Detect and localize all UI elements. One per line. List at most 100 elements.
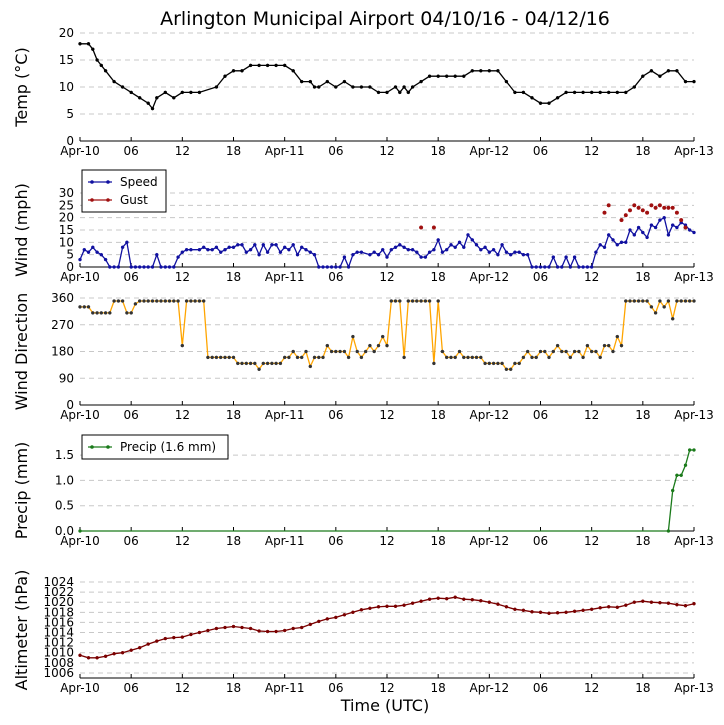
wind-data-point [214,245,219,250]
alt-data-point [325,617,330,621]
wind-data-point [462,245,466,250]
alt-data-point [589,607,594,612]
dir-data-point [619,343,624,348]
wind-data-point [167,265,172,269]
wind-data-point [627,208,633,213]
dir-data-point [483,361,487,366]
dir-data-point [129,311,133,315]
dir-data-point [572,349,577,354]
dir-data-point [398,299,402,303]
temp-data-point [308,79,313,84]
dir-data-point [112,299,116,303]
wind-data-point [449,243,453,247]
dir-data-point [189,299,193,303]
dir-data-point [487,361,492,366]
alt-data-point [538,610,543,615]
alt-data-point [402,603,406,607]
dir-data-point [163,299,168,303]
alt-y-tick-label: 1018 [43,605,74,619]
dir-data-point [321,355,325,360]
temp-data-point [248,63,253,68]
alt-y-tick-label: 1020 [43,595,74,609]
wind-data-point [692,230,696,235]
temp-data-point [265,63,270,68]
dir-data-point [108,311,112,315]
alt-data-point [265,629,270,634]
precip-x-tick-label: 18 [635,534,650,548]
alt-data-point [180,635,185,639]
wind-data-point [427,250,432,254]
dir-x-tick-label: 12 [584,408,599,422]
wind-data-point [257,252,261,257]
alt-data-point [555,611,560,615]
wind-data-point [325,265,330,269]
dir-data-point [470,355,475,360]
dir-data-point [410,299,415,303]
temp-data-point [589,90,594,95]
temp-data-point [658,74,662,78]
alt-data-point [598,606,602,610]
temp-data-point [103,69,108,73]
dir-data-point [363,349,368,354]
alt-data-point [282,628,287,633]
precip-data-point [683,463,688,467]
dir-data-point [116,299,121,303]
precip-x-tick-label: 18 [431,534,446,548]
dir-data-point [402,355,406,360]
dir-data-point [513,361,517,366]
wind-data-point [244,250,249,254]
temp-data-point [146,101,150,105]
temp-data-point [398,90,402,95]
wind-data-point [674,210,679,215]
wind-data-point [504,250,509,254]
wind-data-point [641,230,645,235]
dir-data-point [560,349,564,354]
wind-data-point [432,247,436,252]
wind-data-point [658,218,662,222]
wind-data-point [155,252,159,257]
wind-data-point [457,240,462,245]
wind-x-tick-label: Apr-10 [60,270,100,284]
wind-data-point [662,205,667,210]
dir-y-tick-label: 180 [51,345,74,359]
wind-data-point [351,252,355,257]
wind-data-point [632,203,637,208]
alt-data-point [564,610,568,615]
wind-data-point [380,247,385,252]
temp-data-point [376,90,381,95]
temp-data-point [112,79,116,84]
temp-data-point [419,79,423,84]
dir-data-point [142,299,146,303]
wind-data-point [670,223,675,227]
dir-series-line-0 [80,299,694,371]
wind-data-point [585,265,590,269]
wind-data-point [142,265,146,269]
wind-data-point [606,233,611,237]
temp-data-point [342,79,347,84]
wind-data-point [334,265,338,269]
dir-data-point [577,349,581,354]
wind-data-point [615,243,620,247]
dir-data-point [670,317,675,321]
alt-data-point [666,601,671,605]
alt-data-point [95,656,99,660]
wind-data-point [500,243,504,247]
wind-data-point [653,225,658,230]
dir-y-axis-label: Wind Direction [12,293,31,411]
alt-y-tick-label: 1024 [43,575,74,589]
dir-data-point [248,361,253,366]
dir-data-point [504,367,509,372]
precip-x-tick-label: Apr-11 [265,534,305,548]
precip-legend-marker [106,445,110,449]
temp-data-point [496,69,500,73]
precip-y-tick-label: 0.0 [55,524,74,538]
temp-data-point [692,79,696,84]
dir-data-point [658,299,662,303]
wind-data-point [572,255,577,259]
alt-x-tick-label: Apr-11 [265,681,305,695]
wind-data-point [483,245,487,250]
dir-data-point [86,305,91,309]
temp-data-point [359,85,364,89]
wind-data-point [248,247,253,252]
